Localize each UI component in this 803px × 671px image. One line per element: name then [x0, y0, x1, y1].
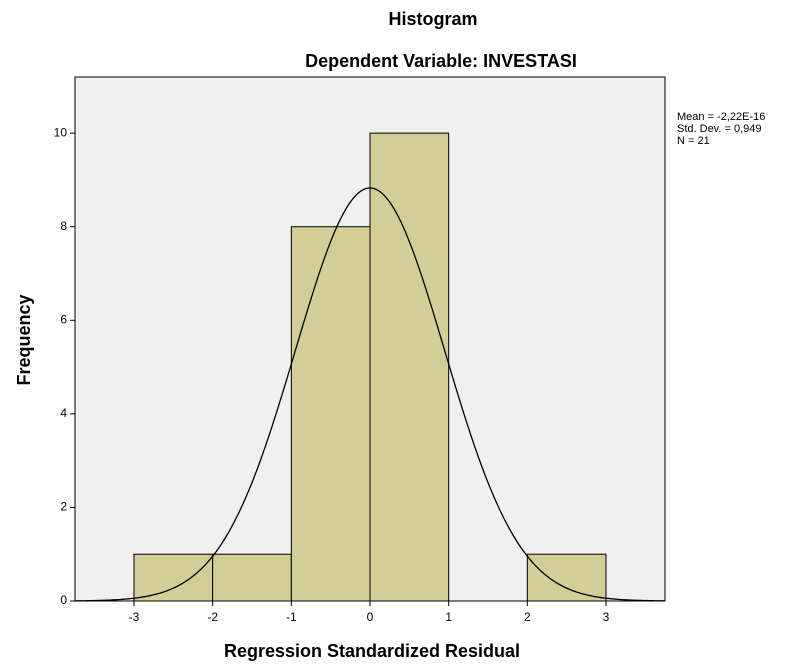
stats-label: Mean = -2,22E-16 [677, 111, 765, 123]
x-tick-label: 1 [445, 610, 452, 624]
x-axis-label: Regression Standardized Residual [224, 641, 520, 661]
bar [212, 553, 292, 602]
x-tick-label: 2 [524, 610, 531, 624]
x-tick-label: 3 [603, 610, 610, 624]
y-axis-label: Frequency [14, 294, 34, 385]
x-tick-label: 0 [367, 610, 374, 624]
y-tick-label: 2 [60, 500, 67, 514]
bar [369, 132, 450, 602]
y-tick-label: 6 [60, 312, 67, 326]
normal-curve [74, 187, 666, 602]
stats-label: Std. Dev. = 0,949 [677, 123, 762, 135]
x-tick-label: -1 [286, 610, 297, 624]
chart-title: Histogram [388, 9, 477, 29]
y-tick-label: 10 [54, 125, 68, 139]
x-tick-label: -2 [207, 610, 218, 624]
x-tick-label: -3 [129, 610, 140, 624]
stats-label: N = 21 [677, 135, 710, 147]
bar [290, 226, 371, 602]
bar [133, 553, 214, 602]
y-tick-label: 8 [60, 219, 67, 233]
y-tick-label: 4 [60, 406, 67, 420]
y-tick-label: 0 [60, 593, 67, 607]
bar [526, 553, 607, 602]
chart-subtitle: Dependent Variable: INVESTASI [305, 51, 577, 71]
